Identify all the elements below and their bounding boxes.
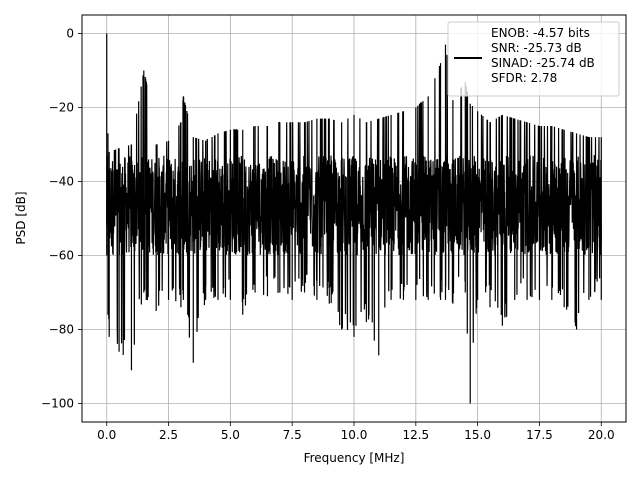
series-group [106, 33, 602, 404]
legend-line: SFDR: 2.78 [491, 71, 557, 85]
legend-box [447, 21, 620, 97]
y-tick-label: −20 [49, 101, 74, 115]
x-tick-label: 12.5 [402, 428, 429, 442]
plot-area [106, 33, 602, 404]
y-axis-ticks: 0 −20 −40 −60 −80 −100 [41, 27, 82, 411]
x-axis-ticks: 0.0 2.5 5.0 7.5 10.0 12.5 15.0 17.5 20.0 [97, 422, 615, 442]
y-tick-label: 0 [66, 27, 74, 41]
x-tick-label: 10.0 [341, 428, 368, 442]
y-tick-label: −80 [49, 323, 74, 337]
x-tick-label: 17.5 [526, 428, 553, 442]
x-tick-label: 2.5 [159, 428, 178, 442]
y-tick-label: −40 [49, 175, 74, 189]
x-axis-label: Frequency [MHz] [304, 451, 405, 465]
legend: ENOB: -4.57 bits SNR: -25.73 dB SINAD: -25… [447, 21, 620, 97]
x-tick-label: 15.0 [464, 428, 491, 442]
x-tick-label: 5.0 [221, 428, 240, 442]
x-tick-label: 0.0 [97, 428, 116, 442]
legend-entry: ENOB: -4.57 bits SNR: -25.73 dB SINAD: -25… [491, 26, 595, 85]
y-tick-label: −60 [49, 249, 74, 263]
legend-line: SINAD: -25.74 dB [491, 56, 595, 70]
x-tick-label: 7.5 [283, 428, 302, 442]
x-tick-label: 20.0 [588, 428, 615, 442]
legend-line: SNR: -25.73 dB [491, 41, 582, 55]
legend-line: ENOB: -4.57 bits [491, 26, 590, 40]
y-tick-label: −100 [41, 397, 74, 411]
y-axis-label: PSD [dB] [14, 191, 28, 244]
